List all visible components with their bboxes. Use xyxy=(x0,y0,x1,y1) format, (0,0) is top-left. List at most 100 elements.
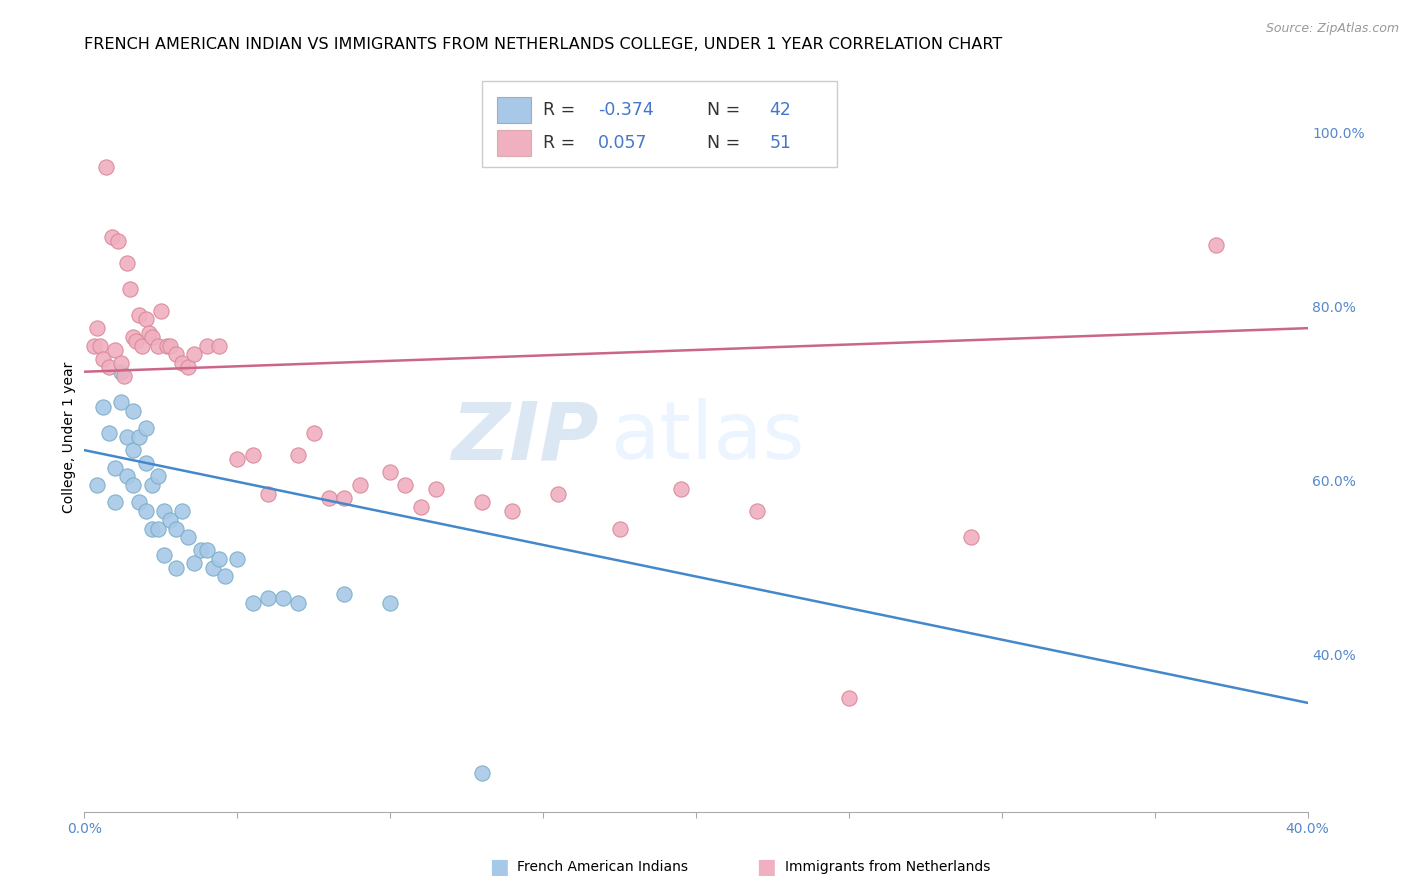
Point xyxy=(208,338,231,352)
Point xyxy=(91,351,114,366)
Point xyxy=(380,465,402,479)
Point xyxy=(183,557,205,571)
Point xyxy=(135,421,157,435)
Text: French American Indians: French American Indians xyxy=(517,860,689,874)
Text: N =: N = xyxy=(696,101,745,119)
Point xyxy=(141,522,163,536)
Point xyxy=(115,430,138,444)
Point xyxy=(110,395,132,409)
Point xyxy=(156,338,179,352)
Text: 0.057: 0.057 xyxy=(598,134,648,152)
Point xyxy=(333,587,356,601)
Point xyxy=(107,234,129,248)
Text: R =: R = xyxy=(543,134,586,152)
Point xyxy=(94,160,117,174)
Point xyxy=(135,456,157,470)
Point xyxy=(128,308,150,322)
Point xyxy=(547,486,569,500)
Point xyxy=(177,530,200,544)
Point xyxy=(409,500,432,514)
Point xyxy=(104,495,127,509)
Point xyxy=(112,369,135,384)
Point xyxy=(380,596,402,610)
Point xyxy=(271,591,294,606)
Text: Source: ZipAtlas.com: Source: ZipAtlas.com xyxy=(1265,22,1399,36)
Point xyxy=(131,338,153,352)
Text: ZIP: ZIP xyxy=(451,398,598,476)
Text: 42: 42 xyxy=(769,101,792,119)
Point xyxy=(146,469,169,483)
Point xyxy=(86,321,108,335)
Point xyxy=(838,691,860,706)
Point xyxy=(122,443,145,458)
Point xyxy=(190,543,212,558)
Point xyxy=(165,522,187,536)
Point xyxy=(146,522,169,536)
Point xyxy=(226,451,249,466)
Point xyxy=(394,478,416,492)
Point xyxy=(242,596,264,610)
Point xyxy=(89,338,111,352)
Point xyxy=(172,504,194,518)
Point xyxy=(318,491,340,505)
Point xyxy=(302,425,325,440)
Point xyxy=(115,469,138,483)
Text: FRENCH AMERICAN INDIAN VS IMMIGRANTS FROM NETHERLANDS COLLEGE, UNDER 1 YEAR CORR: FRENCH AMERICAN INDIAN VS IMMIGRANTS FRO… xyxy=(84,37,1002,52)
FancyBboxPatch shape xyxy=(496,96,531,123)
Point xyxy=(159,513,181,527)
Point xyxy=(138,326,160,340)
Point xyxy=(349,478,371,492)
Point xyxy=(141,330,163,344)
Point xyxy=(195,338,218,352)
Point xyxy=(287,448,309,462)
Point xyxy=(97,360,120,375)
Point xyxy=(101,229,124,244)
Point xyxy=(125,334,148,349)
Point xyxy=(115,256,138,270)
Point xyxy=(201,561,224,575)
Point xyxy=(86,478,108,492)
Point xyxy=(195,543,218,558)
Point xyxy=(122,404,145,418)
Point xyxy=(177,360,200,375)
Text: ■: ■ xyxy=(756,857,776,877)
Point xyxy=(242,448,264,462)
FancyBboxPatch shape xyxy=(496,129,531,156)
Text: -0.374: -0.374 xyxy=(598,101,654,119)
Text: Immigrants from Netherlands: Immigrants from Netherlands xyxy=(785,860,990,874)
Point xyxy=(172,356,194,370)
Point xyxy=(110,365,132,379)
Point xyxy=(609,522,631,536)
Point xyxy=(97,425,120,440)
Text: ■: ■ xyxy=(489,857,509,877)
Point xyxy=(153,504,176,518)
Text: atlas: atlas xyxy=(610,398,804,476)
Point xyxy=(226,552,249,566)
Point xyxy=(135,312,157,326)
Point xyxy=(471,495,494,509)
Text: 51: 51 xyxy=(769,134,792,152)
Point xyxy=(471,765,494,780)
Point xyxy=(128,495,150,509)
Point xyxy=(159,338,181,352)
Point xyxy=(257,591,280,606)
Point xyxy=(120,282,142,296)
Point xyxy=(214,569,236,583)
Point xyxy=(208,552,231,566)
Point xyxy=(149,303,172,318)
Point xyxy=(747,504,769,518)
Point xyxy=(333,491,356,505)
Point xyxy=(104,460,127,475)
Text: N =: N = xyxy=(696,134,745,152)
Point xyxy=(104,343,127,357)
Point xyxy=(165,347,187,361)
Point xyxy=(110,356,132,370)
Point xyxy=(1205,238,1227,252)
Point xyxy=(122,478,145,492)
Point xyxy=(425,483,447,497)
Point xyxy=(502,504,524,518)
Point xyxy=(146,338,169,352)
Point xyxy=(960,530,983,544)
Point xyxy=(122,330,145,344)
Point xyxy=(135,504,157,518)
